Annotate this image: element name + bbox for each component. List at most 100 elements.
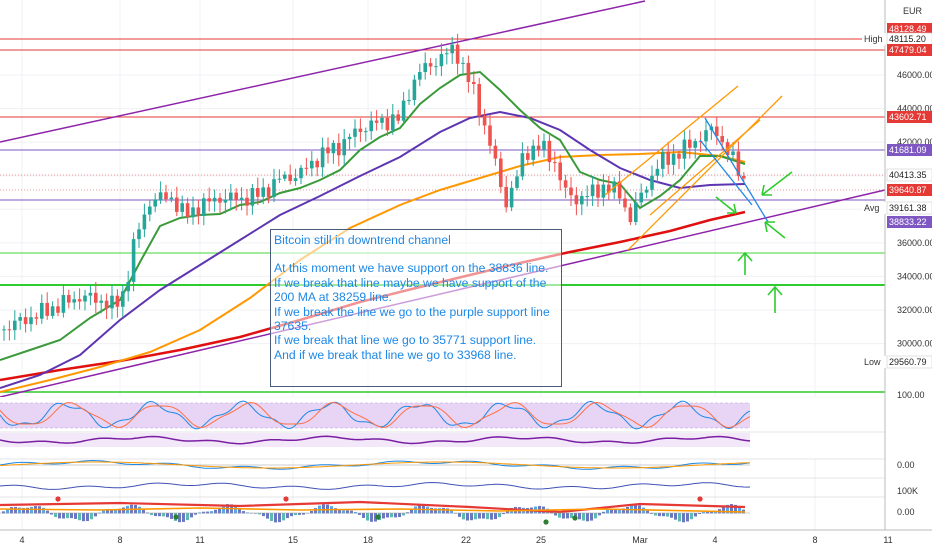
- oscillator-bar: [734, 504, 737, 514]
- oscillator-bar: [306, 513, 309, 514]
- candle: [677, 150, 681, 170]
- oscillator-bar: [190, 513, 193, 518]
- oscillator-bar: [650, 513, 653, 514]
- oscillator-bar: [262, 513, 265, 517]
- oscillator-bar: [670, 513, 673, 518]
- oscillator-bar: [110, 509, 113, 514]
- oscillator-bar: [86, 513, 89, 522]
- candle: [569, 176, 573, 207]
- oscillator-bar: [370, 513, 373, 522]
- oscillator-bar: [610, 509, 613, 514]
- oscillator-bar: [254, 513, 257, 514]
- candle: [380, 113, 384, 130]
- candle: [482, 108, 487, 135]
- oscillator-bar: [74, 513, 77, 519]
- oscillator-bar: [594, 513, 597, 519]
- x-tick-label: 4: [19, 535, 24, 545]
- oscillator-bar: [78, 513, 81, 521]
- oscillator-dot: [697, 496, 703, 502]
- candle: [374, 110, 379, 131]
- price-tag: Avg 39161.38: [862, 201, 932, 215]
- oscillator-bar: [182, 513, 185, 522]
- candle: [693, 138, 697, 159]
- candle: [682, 129, 687, 170]
- oscillator-bar: [466, 513, 469, 521]
- oscillator-bar: [586, 513, 589, 522]
- oscillator-bar: [290, 513, 293, 517]
- candle: [596, 179, 600, 207]
- candle: [315, 158, 319, 177]
- oscillator-bar: [118, 508, 121, 514]
- oscillator-bar: [438, 508, 441, 514]
- oscillator-bar: [270, 513, 273, 522]
- note-line-3: If we break that line maybe we have supp…: [274, 275, 547, 305]
- purple-channel-upper: [0, 0, 646, 143]
- candle: [137, 222, 141, 248]
- candle: [283, 171, 287, 182]
- oscillator-bar: [362, 513, 365, 518]
- candle: [110, 284, 114, 320]
- oscillator-bar: [602, 511, 605, 514]
- candle: [391, 103, 395, 135]
- candle: [261, 178, 265, 205]
- oscillator-bar: [58, 513, 61, 519]
- candle: [401, 92, 406, 124]
- oscillator-bar: [6, 508, 9, 514]
- oscillator-bar: [342, 510, 345, 514]
- candle: [418, 63, 422, 87]
- oscillator-bar: [210, 511, 213, 514]
- oscillator-bar: [82, 513, 85, 522]
- oscillator-bar: [502, 513, 505, 515]
- blue-channel-line-1: [704, 117, 769, 223]
- oscillator-dot: [572, 515, 578, 521]
- candle: [272, 168, 276, 203]
- oscillator-bar: [218, 507, 221, 514]
- candle: [56, 298, 60, 317]
- oscillator-slow-line: [0, 507, 746, 513]
- currency-label: EUR: [903, 6, 923, 16]
- candle: [499, 151, 503, 194]
- oscillator-bar: [14, 506, 17, 514]
- oscillator-bar: [722, 506, 725, 514]
- oscillator-bar: [166, 513, 169, 518]
- oscillator-bar: [490, 513, 493, 520]
- x-tick-label: Mar: [632, 535, 648, 545]
- candle: [67, 289, 71, 309]
- oscillator-bar: [494, 513, 497, 520]
- price-tag: 48128.49: [887, 23, 932, 35]
- price-tag: 41681.09: [887, 144, 932, 156]
- price-tag-value: 41681.09: [889, 145, 927, 155]
- candle: [353, 119, 357, 148]
- candle: [520, 142, 525, 181]
- arrow-up-left-icon: [764, 221, 786, 239]
- oscillator-dot: [375, 514, 381, 520]
- oscillator-bar: [298, 513, 301, 515]
- oscillator-bar: [554, 513, 557, 516]
- rsi-purple: [0, 435, 751, 445]
- candle: [331, 140, 336, 164]
- candle: [121, 284, 125, 318]
- oscillator-bar: [690, 513, 693, 520]
- arrow-up-icon-1: [737, 251, 753, 275]
- oscillator-bar: [698, 513, 701, 514]
- indicator-tick-label: 100K: [897, 486, 918, 496]
- candle: [131, 232, 136, 292]
- candle: [299, 164, 303, 185]
- oscillator-dot: [173, 514, 179, 520]
- oscillator-bar: [590, 513, 593, 521]
- candle: [18, 312, 22, 330]
- price-axis[interactable]: 30000.0032000.0034000.0036000.0038000.00…: [862, 0, 932, 530]
- oscillator-bar: [358, 513, 361, 515]
- oscillator-bar: [90, 513, 93, 520]
- oscillator-bar: [686, 513, 689, 522]
- candle: [191, 196, 195, 225]
- oscillator-bar: [558, 513, 561, 518]
- price-tag: High 48115.20: [862, 32, 932, 46]
- candle: [115, 289, 120, 318]
- candle: [40, 294, 44, 324]
- oscillator-bar: [694, 513, 697, 517]
- date-axis[interactable]: 4 8 11 15 18 22 25 Mar 4 8 11: [0, 529, 932, 545]
- oscillator-bar: [94, 513, 97, 517]
- candle: [45, 292, 49, 320]
